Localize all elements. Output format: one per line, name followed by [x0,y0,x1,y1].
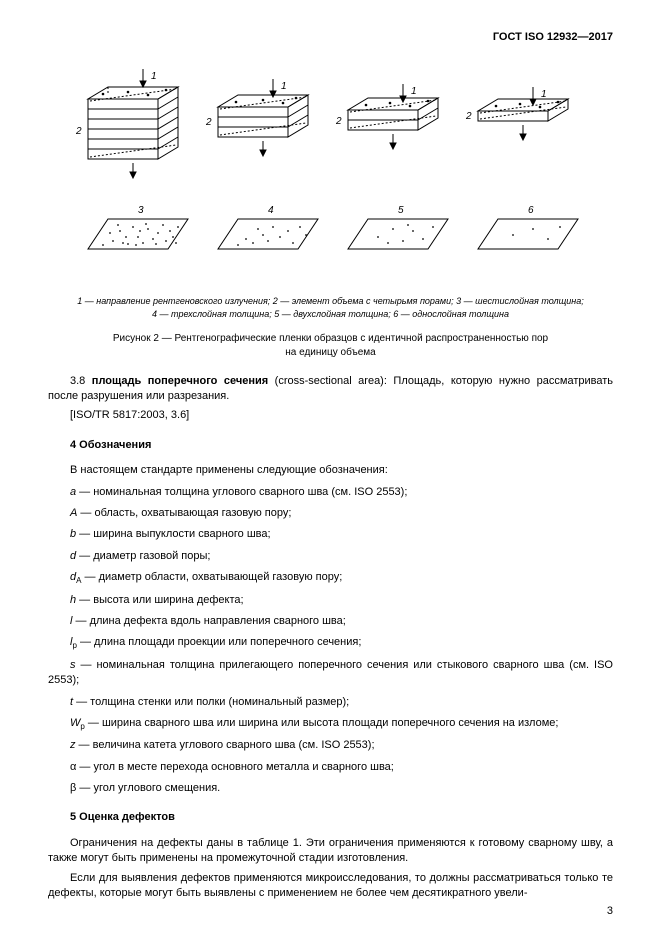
txt-s: — номинальная толщина прилегающего попер… [48,659,613,686]
txt-t: — толщина стенки или полки (номинальный … [73,696,349,708]
def-s: s — номинальная толщина прилегающего поп… [48,658,613,689]
doc-code: ГОСТ ISO 12932—2017 [48,30,613,45]
svg-text:2: 2 [335,116,342,127]
svg-text:2: 2 [465,111,472,122]
clause-term: площадь поперечного сечения [92,375,268,387]
svg-text:3: 3 [138,205,144,216]
sec5-title: 5 Оценка дефектов [70,810,613,825]
clause-3-8: 3.8 площадь поперечного сечения (cross-s… [48,374,613,405]
legend-line-1: 1 — направление рентгеновского излучения… [77,296,584,306]
page-number: 3 [607,904,613,919]
txt-h: — высота или ширина дефекта; [76,594,243,606]
figure-2: 1 [48,59,613,289]
sec5-p1: Ограничения на дефекты даны в таблице 1.… [48,836,613,867]
txt-beta: — угол углового смещения. [76,782,220,794]
clause-num: 3.8 [70,375,85,387]
def-Wp: Wp — ширина сварного шва или ширина или … [48,716,613,732]
txt-Wp: — ширина сварного шва или ширина или выс… [85,717,559,729]
txt-dA: — диаметр области, охватывающей газовую … [81,571,342,583]
def-dA: dA — диаметр области, охватывающей газов… [48,570,613,586]
sec4-intro: В настоящем стандарте применены следующи… [48,463,613,478]
svg-text:4: 4 [268,205,274,216]
figure-legend: 1 — направление рентгеновского излучения… [48,295,613,319]
txt-A: — область, охватывающая газовую пору; [77,507,291,519]
def-d: d — диаметр газовой поры; [48,549,613,564]
caption-line-1: Рисунок 2 — Рентгенографические пленки о… [113,333,548,344]
txt-a: — номинальная толщина углового сварного … [76,486,407,498]
def-b: b — ширина выпуклости сварного шва; [48,527,613,542]
def-t: t — толщина стенки или полки (номинальны… [48,695,613,710]
legend-line-2: 4 — трехслойная толщина; 5 — двухслойная… [152,309,509,319]
txt-l: — длина дефекта вдоль направления сварно… [72,615,345,627]
svg-text:6: 6 [528,205,534,216]
svg-text:1: 1 [411,86,417,97]
svg-text:5: 5 [398,205,404,216]
def-alpha: α — угол в месте перехода основного мета… [48,760,613,775]
def-z: z — величина катета углового сварного шв… [48,738,613,753]
svg-text:1: 1 [541,89,547,100]
figure-caption: Рисунок 2 — Рентгенографические пленки о… [48,332,613,360]
txt-alpha: — угол в месте перехода основного металл… [76,761,393,773]
sec5-p2: Если для выявления дефектов применяются … [48,871,613,902]
txt-z: — величина катета углового сварного шва … [76,739,375,751]
def-h: h — высота или ширина дефекта; [48,593,613,608]
def-lp: lp — длина площади проекции или поперечн… [48,635,613,651]
clause-en: (cross-sectional area): [275,375,387,387]
svg-text:1: 1 [281,81,287,92]
svg-text:1: 1 [151,71,157,82]
txt-d: — диаметр газовой поры; [76,550,210,562]
txt-b: — ширина выпуклости сварного шва; [76,528,270,540]
clause-ref: [ISO/TR 5817:2003, 3.6] [48,408,613,423]
def-A: A — область, охватывающая газовую пору; [48,506,613,521]
def-beta: β — угол углового смещения. [48,781,613,796]
sym-Wp: W [70,717,80,729]
sec4-title: 4 Обозначения [70,438,613,453]
def-a: a — номинальная толщина углового сварног… [48,485,613,500]
txt-lp: — длина площади проекции или поперечного… [77,636,362,648]
def-l: l — длина дефекта вдоль направления свар… [48,614,613,629]
svg-text:2: 2 [75,126,82,137]
caption-line-2: на единицу объема [285,347,375,358]
svg-text:2: 2 [205,117,212,128]
